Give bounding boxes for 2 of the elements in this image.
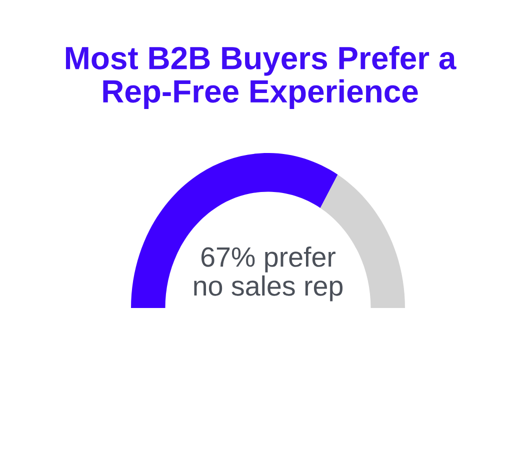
- chart-title: Most B2B Buyers Prefer a Rep-Free Experience: [66, 46, 456, 110]
- text: 67% prefer no sales rep: [194, 246, 343, 302]
